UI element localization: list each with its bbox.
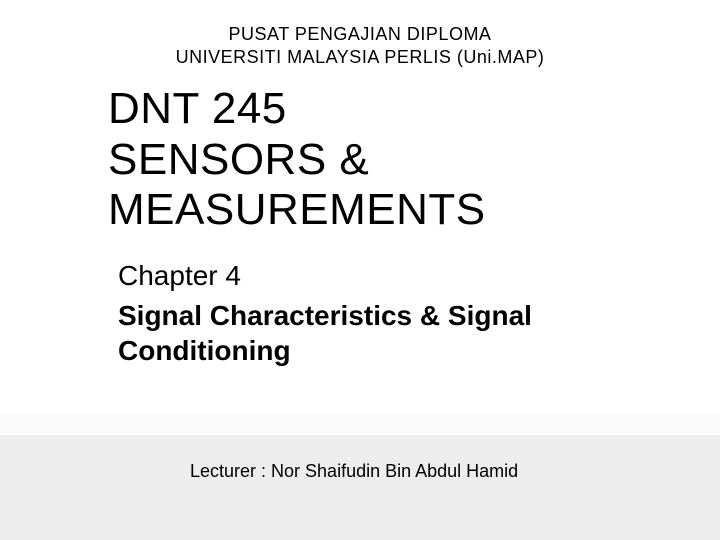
header-section: PUSAT PENGAJIAN DIPLOMA UNIVERSITI MALAY…	[0, 24, 720, 68]
course-title: DNT 245 SENSORS & MEASUREMENTS	[108, 84, 486, 236]
chapter-section: Chapter 4 Signal Characteristics & Signa…	[118, 260, 532, 368]
chapter-title-line2: Conditioning	[118, 333, 532, 368]
institution-line1: PUSAT PENGAJIAN DIPLOMA	[0, 24, 720, 45]
course-name-line2: MEASUREMENTS	[108, 185, 486, 236]
course-name-line1: SENSORS &	[108, 135, 486, 186]
institution-line2: UNIVERSITI MALAYSIA PERLIS (Uni.MAP)	[0, 47, 720, 68]
course-code: DNT 245	[108, 84, 486, 135]
bottom-bar	[0, 435, 720, 540]
top-decorative-bar	[0, 414, 720, 432]
chapter-number: Chapter 4	[118, 260, 532, 292]
chapter-title: Signal Characteristics & Signal Conditio…	[118, 298, 532, 368]
chapter-title-line1: Signal Characteristics & Signal	[118, 298, 532, 333]
lecturer-info: Lecturer : Nor Shaifudin Bin Abdul Hamid	[190, 461, 518, 482]
